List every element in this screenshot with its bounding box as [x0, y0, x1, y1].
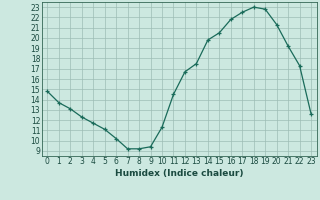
X-axis label: Humidex (Indice chaleur): Humidex (Indice chaleur) [115, 169, 244, 178]
